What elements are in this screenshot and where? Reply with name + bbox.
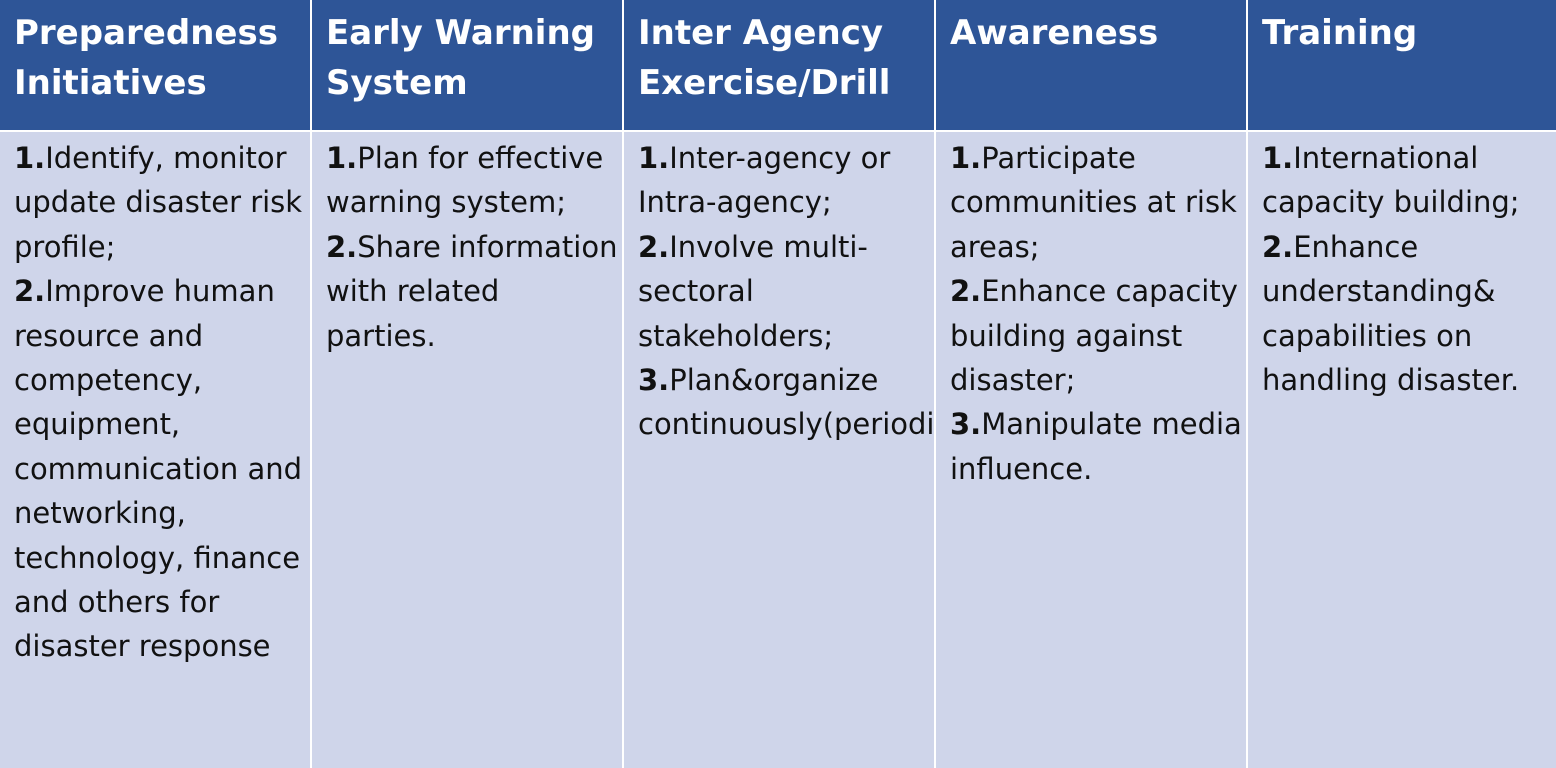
list-item: 1.Inter-agency or Intra-agency; xyxy=(638,136,930,225)
item-number: 1. xyxy=(14,141,46,175)
item-text: Involve multi-sectoral stakeholders; xyxy=(638,229,868,353)
header-cell-training: Training xyxy=(1248,0,1556,130)
item-number: 1. xyxy=(638,141,670,175)
item-number: 2. xyxy=(950,274,982,309)
header-cell-preparedness-initiatives: Preparedness Initiatives xyxy=(0,0,310,130)
header-cell-inter-agency-exercise: Inter Agency Exercise/Drill xyxy=(624,0,934,130)
header-cell-awareness: Awareness xyxy=(936,0,1246,130)
list-item: 3.Plan&organize continuously(periodicall… xyxy=(638,358,934,447)
item-number: 1. xyxy=(326,141,358,175)
item-text: Enhance understanding& capabilities on h… xyxy=(1262,229,1520,398)
item-text: Plan&organize continuously(periodically)… xyxy=(638,363,934,442)
item-text: Plan for effective warning system; xyxy=(326,141,604,220)
body-cell-early-warning-system: 1.Plan for effective warning system; 2.S… xyxy=(312,132,622,768)
item-number: 2. xyxy=(638,229,670,264)
item-number: 2. xyxy=(14,274,46,309)
body-cell-training: 1.International capacity building; 2.Enh… xyxy=(1248,132,1556,768)
item-text: International capacity building; xyxy=(1262,141,1520,220)
list-item: 2.Enhance capacity building against disa… xyxy=(950,269,1242,402)
item-number: 1. xyxy=(950,141,982,175)
item-text: Improve human resource and competency, e… xyxy=(14,274,303,664)
list-item: 2.Share information with related parties… xyxy=(326,225,618,358)
item-text: Share information with related parties. xyxy=(326,229,618,353)
item-number: 2. xyxy=(1262,229,1294,264)
list-item: 1.Identify, monitor update disaster risk… xyxy=(14,136,306,269)
item-text: Enhance capacity building against disast… xyxy=(950,274,1238,398)
list-item: 1.Participate communities at risk areas; xyxy=(950,136,1242,269)
item-text: Participate communities at risk areas; xyxy=(950,141,1237,264)
header-cell-early-warning-system: Early Warning System xyxy=(312,0,622,130)
list-item: 2.Enhance understanding& capabilities on… xyxy=(1262,225,1554,403)
list-item: 3.Manipulate media influence. xyxy=(950,402,1242,491)
item-number: 3. xyxy=(950,407,982,442)
body-cell-inter-agency-exercise: 1.Inter-agency or Intra-agency; 2.Involv… xyxy=(624,132,934,768)
list-item: 2.Improve human resource and competency,… xyxy=(14,269,306,669)
item-text: Manipulate media influence. xyxy=(950,407,1242,486)
body-cell-awareness: 1.Participate communities at risk areas;… xyxy=(936,132,1246,768)
list-item: 1.Plan for effective warning system; xyxy=(326,136,618,225)
list-item: 2.Involve multi-sectoral stakeholders; xyxy=(638,225,930,358)
item-number: 1. xyxy=(1262,141,1294,175)
item-text: Identify, monitor update disaster risk p… xyxy=(14,141,303,264)
body-cell-preparedness-initiatives: 1.Identify, monitor update disaster risk… xyxy=(0,132,310,768)
item-number: 2. xyxy=(326,229,358,264)
item-text: Inter-agency or Intra-agency; xyxy=(638,141,891,220)
list-item: 1.International capacity building; xyxy=(1262,136,1554,225)
item-number: 3. xyxy=(638,363,670,398)
